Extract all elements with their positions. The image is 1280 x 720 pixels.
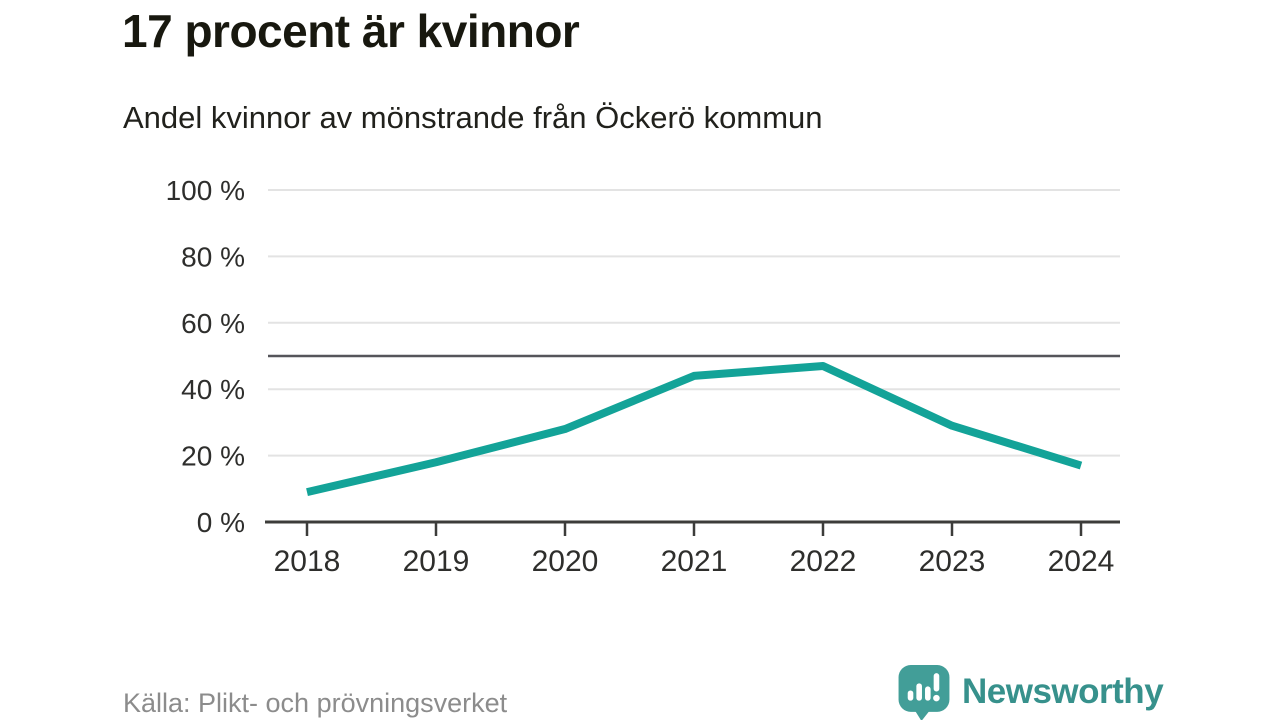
x-axis-tick-label: 2019 <box>403 545 470 578</box>
x-axis-tick-label: 2018 <box>274 545 341 578</box>
y-axis-tick-label: 80 % <box>181 241 245 272</box>
data-line-andel-kvinnor <box>306 361 1083 497</box>
y-axis-tick-label: 60 % <box>181 308 245 339</box>
chart-subtitle: Andel kvinnor av mönstrande från Öckerö … <box>123 100 823 135</box>
brand-name: Newsworthy <box>962 672 1164 711</box>
y-axis-tick-label: 20 % <box>181 441 245 472</box>
x-axis-tick-label: 2020 <box>532 545 599 578</box>
y-axis-tick-label: 0 % <box>197 507 245 538</box>
newsworthy-logo-icon <box>898 664 950 720</box>
y-axis-tick-label: 100 % <box>166 175 245 206</box>
source-note: Källa: Plikt- och prövningsverket <box>123 688 508 718</box>
y-axis-tick-label: 40 % <box>181 374 245 405</box>
x-axis-tick-label: 2022 <box>790 545 857 578</box>
x-axis-tick-label: 2023 <box>919 545 986 578</box>
x-axis-tick-label: 2024 <box>1048 545 1115 578</box>
newsworthy-logo: Newsworthy <box>897 664 1164 720</box>
x-axis-tick-label: 2021 <box>661 545 728 578</box>
chart-title: 17 procent är kvinnor <box>122 5 580 57</box>
